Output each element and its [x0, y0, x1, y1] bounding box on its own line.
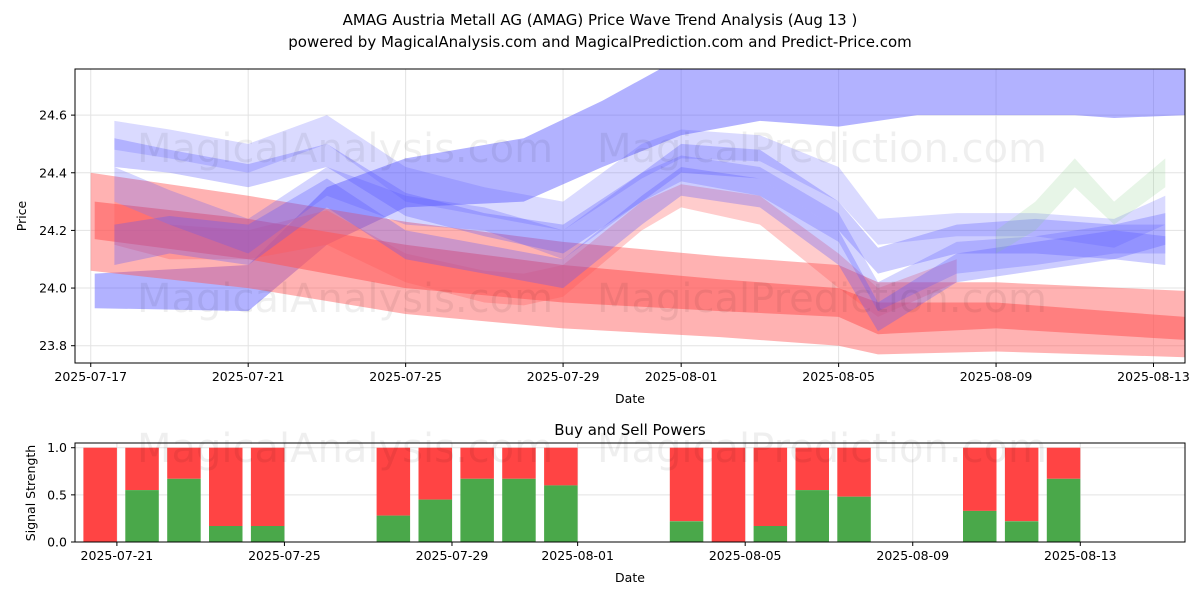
price-band-blue-wide-up	[94, 69, 1185, 312]
signal-x-axis-label: Date	[615, 570, 645, 585]
price-band-blue-wave-4	[114, 167, 1166, 332]
buy-bar	[795, 490, 829, 542]
price-band-blue-wave-3	[114, 115, 1166, 248]
sell-bar	[544, 447, 578, 486]
price-x-tick-label: 2025-07-25	[369, 369, 442, 384]
buy-bar	[837, 496, 871, 542]
sell-bar	[418, 447, 452, 500]
signal-x-tick-label: 2025-08-09	[876, 548, 949, 563]
bottom-chart-title: Buy and Sell Powers	[554, 421, 706, 439]
price-band-blue-wave-2	[114, 155, 1166, 312]
sell-bar	[795, 447, 829, 491]
signal-x-tick-label: 2025-07-25	[248, 548, 321, 563]
watermark: MagicalAnalysis.com	[137, 276, 553, 322]
signal-y-axis-label: Signal Strength	[23, 445, 38, 541]
sell-bar	[669, 447, 704, 522]
price-y-tick-label: 24.4	[39, 165, 67, 180]
price-x-tick-label: 2025-08-05	[802, 369, 875, 384]
buy-bar	[167, 478, 201, 542]
sell-bar	[502, 447, 536, 479]
signal-x-tick-label: 2025-07-21	[81, 548, 154, 563]
price-band-red-main-2	[94, 201, 1185, 340]
watermark: MagicalAnalysis.com	[137, 126, 553, 172]
signal-x-tick-label: 2025-08-13	[1044, 548, 1117, 563]
price-plot-frame	[74, 68, 1186, 364]
buy-bar	[209, 526, 243, 542]
watermark: MagicalAnalysis.com	[137, 426, 553, 472]
watermark: MagicalPrediction.com	[597, 426, 1047, 472]
price-y-tick-label: 24.2	[39, 223, 67, 238]
price-x-tick-label: 2025-08-01	[645, 369, 718, 384]
signal-plot-frame	[74, 442, 1186, 543]
price-y-tick-label: 24.6	[39, 108, 67, 123]
watermark: MagicalPrediction.com	[597, 276, 1047, 322]
buy-bar	[502, 478, 536, 542]
buy-bar	[460, 478, 494, 542]
sell-bar	[376, 447, 411, 516]
signal-x-tick-label: 2025-07-29	[416, 548, 489, 563]
price-chart: MagicalAnalysis.com MagicalPrediction.co…	[14, 68, 1190, 406]
price-band-red-wave	[114, 184, 957, 317]
price-x-tick-label: 2025-07-21	[212, 369, 285, 384]
price-grid	[75, 69, 1185, 363]
buy-bar	[1046, 478, 1081, 542]
sell-bar	[460, 447, 494, 479]
buy-bar	[963, 510, 997, 542]
signal-x-tick-label: 2025-08-01	[541, 548, 614, 563]
sell-bar	[209, 447, 243, 526]
price-series-group	[90, 69, 1185, 358]
chart-title: AMAG Austria Metall AG (AMAG) Price Wave…	[343, 11, 858, 29]
sell-bar	[711, 447, 746, 542]
signal-y-axis: 0.0 0.5 1.0	[47, 440, 75, 550]
signal-y-tick-label: 0.5	[47, 487, 67, 502]
sell-bar	[963, 447, 997, 511]
price-x-tick-label: 2025-08-09	[960, 369, 1033, 384]
price-x-tick-label: 2025-07-17	[54, 369, 127, 384]
watermark: MagicalPrediction.com	[597, 126, 1047, 172]
price-x-tick-label: 2025-08-13	[1117, 369, 1190, 384]
sell-bar	[167, 447, 201, 479]
signal-chart: MagicalAnalysis.com MagicalPrediction.co…	[23, 426, 1186, 585]
price-x-tick-label: 2025-07-29	[527, 369, 600, 384]
sell-bar	[837, 447, 871, 497]
buy-bar	[125, 490, 159, 542]
buy-bar	[376, 515, 411, 542]
sell-bar	[1046, 447, 1081, 479]
sell-bar	[1004, 447, 1039, 522]
buy-bar	[418, 499, 452, 542]
buy-bar	[544, 485, 578, 542]
sell-bar	[250, 447, 285, 526]
sell-bar	[125, 447, 159, 491]
buy-bar	[250, 526, 285, 542]
sell-bar	[753, 447, 788, 526]
price-y-axis-label: Price	[14, 200, 29, 231]
signal-y-tick-label: 1.0	[47, 440, 67, 455]
chart-subtitle: powered by MagicalAnalysis.com and Magic…	[288, 33, 912, 51]
signal-x-axis: 2025-07-21 2025-07-25 2025-07-29 2025-08-01…	[81, 542, 1117, 563]
price-y-tick-label: 23.8	[39, 338, 67, 353]
buy-bar	[669, 521, 704, 542]
buy-bar	[1004, 521, 1039, 542]
sell-bar	[83, 447, 117, 542]
signal-x-tick-label: 2025-08-05	[709, 548, 782, 563]
signal-bars-group	[83, 447, 1081, 542]
buy-bar	[753, 526, 788, 542]
price-band-green-band	[996, 158, 1166, 254]
signal-y-tick-label: 0.0	[47, 535, 67, 550]
price-x-axis-label: Date	[615, 391, 645, 406]
price-y-axis: 23.8 24.0 24.2 24.4 24.6	[39, 108, 75, 353]
price-y-tick-label: 24.0	[39, 281, 67, 296]
price-x-axis: 2025-07-17 2025-07-21 2025-07-25 2025-07-29…	[54, 363, 1190, 384]
